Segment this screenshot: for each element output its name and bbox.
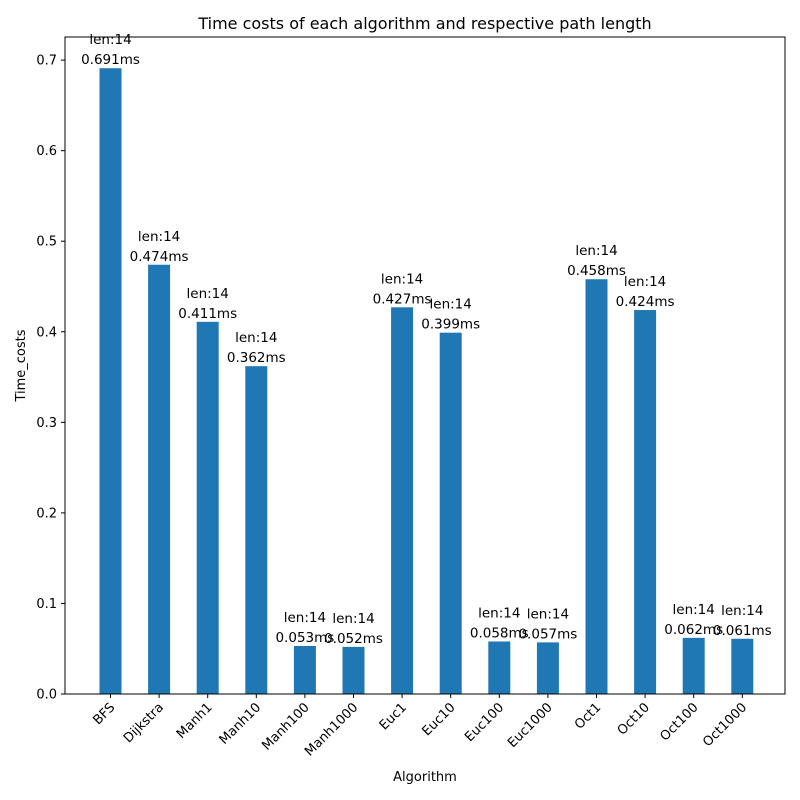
chart-title: Time costs of each algorithm and respect… (197, 14, 651, 33)
bar-label-time: 0.061ms (713, 623, 772, 639)
x-tick-label: Euc10 (420, 700, 459, 739)
bar-label-time: 0.057ms (518, 626, 577, 642)
bar (536, 642, 559, 694)
x-tick-label: Oct10 (615, 700, 653, 738)
bar (439, 332, 462, 694)
axes-frame (64, 36, 786, 695)
x-axis-title: Algorithm (393, 770, 457, 785)
bar-label-length: len:14 (381, 271, 423, 287)
x-tick-label: Euc1000 (505, 700, 556, 751)
bar-label-time: 0.411ms (178, 306, 237, 322)
y-tick-label: 0.1 (36, 597, 57, 612)
y-axis-title: Time_costs (14, 329, 29, 402)
bar (731, 638, 754, 694)
bar-label-time: 0.427ms (373, 291, 432, 307)
bar-label-time: 0.362ms (227, 350, 286, 366)
y-tick-label: 0.4 (36, 325, 57, 340)
bar (245, 366, 268, 694)
y-tick-label: 0.5 (36, 235, 57, 250)
bar-label-time: 0.062ms (664, 622, 723, 638)
bar (634, 310, 657, 694)
x-tick-label: Euc1 (377, 700, 410, 733)
bar-label-length: len:14 (575, 243, 617, 259)
bar (196, 321, 219, 694)
bar-label-length: len:14 (478, 605, 520, 621)
x-tick-label: Oct1000 (700, 700, 750, 750)
bar-label-time: 0.691ms (81, 52, 140, 68)
bar-label-length: len:14 (235, 330, 277, 346)
bar (293, 646, 316, 694)
x-tick-label: Manh1 (174, 700, 216, 742)
bar-label-time: 0.424ms (616, 294, 675, 310)
bar (682, 637, 705, 694)
bar-label-length: len:14 (721, 603, 763, 619)
bar-label-time: 0.052ms (324, 631, 383, 647)
bar-label-time: 0.399ms (421, 317, 480, 333)
bar-label-time: 0.058ms (470, 625, 529, 641)
bar-label-length: len:14 (284, 610, 326, 626)
y-tick-label: 0.6 (36, 144, 57, 159)
bar (391, 307, 414, 694)
plot-area: len:14 0.691ms len:14 0.474ms len:14 0.411ms l… (36, 32, 786, 759)
y-tick-label: 0.0 (36, 688, 57, 703)
bar (585, 279, 608, 694)
bar-label-time: 0.458ms (567, 263, 626, 279)
bar (342, 646, 365, 694)
bar (99, 68, 122, 694)
bar (488, 641, 511, 694)
x-tick-label: BFS (90, 700, 118, 728)
bar-label-length: len:14 (187, 286, 229, 302)
bar-label-length: len:14 (624, 274, 666, 290)
bar-label-length: len:14 (138, 229, 180, 245)
y-tick-label: 0.7 (36, 54, 57, 69)
bar-label-length: len:14 (332, 611, 374, 627)
bar-label-length: len:14 (673, 602, 715, 618)
y-tick-label: 0.2 (36, 506, 57, 521)
bar-label-time: 0.053ms (275, 630, 334, 646)
bar-label-length: len:14 (430, 297, 472, 313)
bar (148, 264, 171, 694)
bar-label-length: len:14 (527, 606, 569, 622)
x-tick-label: Dijkstra (121, 700, 167, 746)
x-tick-label: Manh10 (217, 700, 265, 748)
y-tick-label: 0.3 (36, 416, 57, 431)
x-tick-label: Oct100 (657, 700, 701, 744)
bar-label-length: len:14 (89, 32, 131, 48)
x-tick-label: Oct1 (572, 700, 604, 732)
bar-label-time: 0.474ms (130, 249, 189, 265)
x-tick-label: Euc100 (462, 700, 507, 745)
